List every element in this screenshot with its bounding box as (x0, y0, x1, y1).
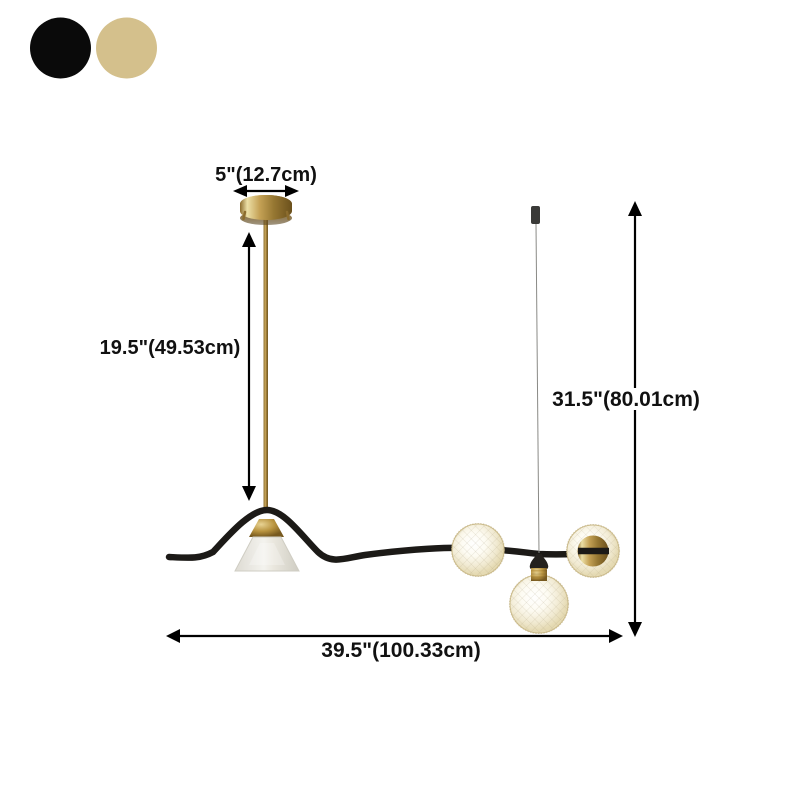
svg-text:5"(12.7cm): 5"(12.7cm) (215, 164, 317, 186)
svg-text:31.5"(80.01cm): 31.5"(80.01cm) (552, 388, 700, 411)
svg-text:39.5"(100.33cm): 39.5"(100.33cm) (321, 639, 480, 662)
svg-text:19.5"(49.53cm): 19.5"(49.53cm) (100, 337, 241, 359)
